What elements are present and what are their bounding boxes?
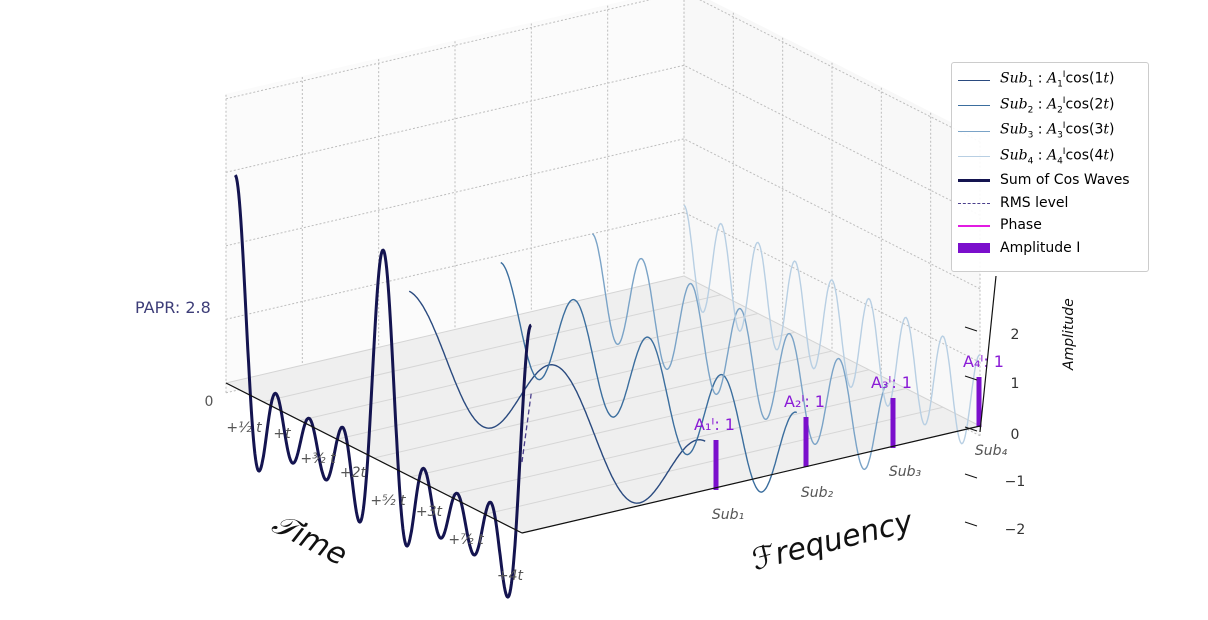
amplitude-label-3: A₃ᴵ: 1 [871, 373, 912, 392]
sub-wave-line-4 [683, 204, 981, 445]
legend-swatch [958, 124, 990, 138]
amplitude-tick-mark [964, 473, 978, 479]
amplitude-tick-mark [964, 326, 978, 332]
papr-annotation: PAPR: 2.8 [135, 298, 211, 317]
side-pane [684, 0, 980, 436]
floor-grid-line [262, 294, 722, 403]
tick-labels: 0 +½ t +t +³⁄₂ t+2t+⁵⁄₂ t +3t +⁷⁄₂ t +4t Sub₁ Su… [205, 326, 1026, 584]
floor-grid-line [336, 331, 796, 440]
sum-wave-line [233, 174, 532, 599]
legend-label: Phase [1000, 217, 1042, 234]
time-tick-label: +⁷⁄₂ t [448, 532, 484, 548]
frequency-axis-line [521, 425, 981, 534]
amplitude-label-4: A₄ᴵ: 1 [963, 352, 1004, 371]
legend-item-phase: Phase [958, 214, 1142, 237]
amplitude-label-1: A₁ᴵ: 1 [694, 415, 735, 434]
floor-grid-line [410, 369, 870, 478]
amplitude-tick-label: 2 [1011, 327, 1020, 343]
time-axis-line [225, 382, 523, 534]
legend-label: Amplitude I [1000, 240, 1081, 257]
floor-grid-line [447, 388, 907, 496]
legend-item-sub4: Sub4 : A4Icos(4t) [958, 144, 1142, 170]
time-tick-label: +½ t [226, 420, 262, 436]
legend-swatch [958, 218, 990, 232]
amplitude-axis-line [979, 275, 997, 433]
amplitude-tick-mark [964, 426, 978, 432]
time-axis-label: 𝒯ime [266, 506, 352, 573]
time-tick-label: +³⁄₂ t [300, 451, 336, 467]
legend-item-rms: RMS level [958, 192, 1142, 215]
legend-swatch [958, 196, 990, 210]
legend-label: Sum of Cos Waves [1000, 172, 1130, 189]
amplitude-bars: A₁ᴵ: 1 A₂ᴵ: 1 A₃ᴵ: 1 A₄ᴵ: 1 [694, 352, 1004, 490]
legend-item-sub2: Sub2 : A2Icos(2t) [958, 93, 1142, 119]
time-tick-label: 0 [205, 394, 214, 410]
amplitude-tick-label: −2 [1005, 522, 1026, 538]
time-tick-label: +t [273, 426, 291, 442]
amplitude-tick-mark [964, 375, 978, 381]
amplitude-axis-label: Amplitude [1061, 298, 1077, 371]
frequency-tick-label: Sub₄ [975, 443, 1008, 459]
legend-label: RMS level [1000, 194, 1069, 211]
legend-item-amplitude: Amplitude I [958, 237, 1142, 260]
grid-line-horizontal [225, 138, 981, 290]
rms-line [521, 393, 532, 463]
legend-swatch [958, 73, 990, 87]
frequency-tick-label: Sub₁ [712, 507, 744, 523]
amplitude-tick-label: 1 [1011, 376, 1020, 392]
time-tick-label: +4t [497, 568, 524, 584]
legend-item-sub3: Sub3 : A3Icos(3t) [958, 118, 1142, 144]
legend-label: Sub3 : A3Icos(3t) [1000, 121, 1115, 141]
legend-swatch [958, 173, 990, 187]
legend-swatch [958, 241, 990, 255]
floor-grid-line [299, 313, 759, 421]
legend-swatch [958, 149, 990, 163]
time-tick-label: +⁵⁄₂ t [370, 493, 406, 509]
legend-label: Sub2 : A2Icos(2t) [1000, 95, 1115, 115]
legend-item-sub1: Sub1 : A1Icos(1t) [958, 67, 1142, 93]
amplitude-tick-mark [964, 521, 978, 527]
wave-lines [233, 174, 981, 599]
legend-swatch [958, 98, 990, 112]
legend-item-sum: Sum of Cos Waves [958, 169, 1142, 192]
axes-panes [226, 0, 980, 436]
axes-lines [225, 275, 997, 534]
frequency-tick-label: Sub₃ [889, 464, 922, 480]
amplitude-tick-label: 0 [1011, 427, 1020, 443]
back-pane [226, 0, 684, 393]
floor-grid-line [373, 350, 833, 459]
frequency-tick-label: Sub₂ [801, 485, 834, 501]
amplitude-tick-label: −1 [1005, 474, 1026, 490]
legend: Sub1 : A1Icos(1t) Sub2 : A2Icos(2t) Sub3… [951, 62, 1149, 272]
sub-wave-line-2 [500, 261, 798, 493]
amplitude-label-2: A₂ᴵ: 1 [784, 392, 825, 411]
sub-wave-line-3 [591, 233, 889, 471]
legend-label: Sub4 : A4Icos(4t) [1000, 146, 1115, 166]
frequency-axis-label: ℱrequency [748, 504, 917, 578]
legend-label: Sub1 : A1Icos(1t) [1000, 70, 1115, 90]
time-tick-label: +2t [340, 465, 367, 481]
sub-wave-line-1 [408, 290, 706, 504]
time-tick-label: +3t [416, 504, 443, 520]
